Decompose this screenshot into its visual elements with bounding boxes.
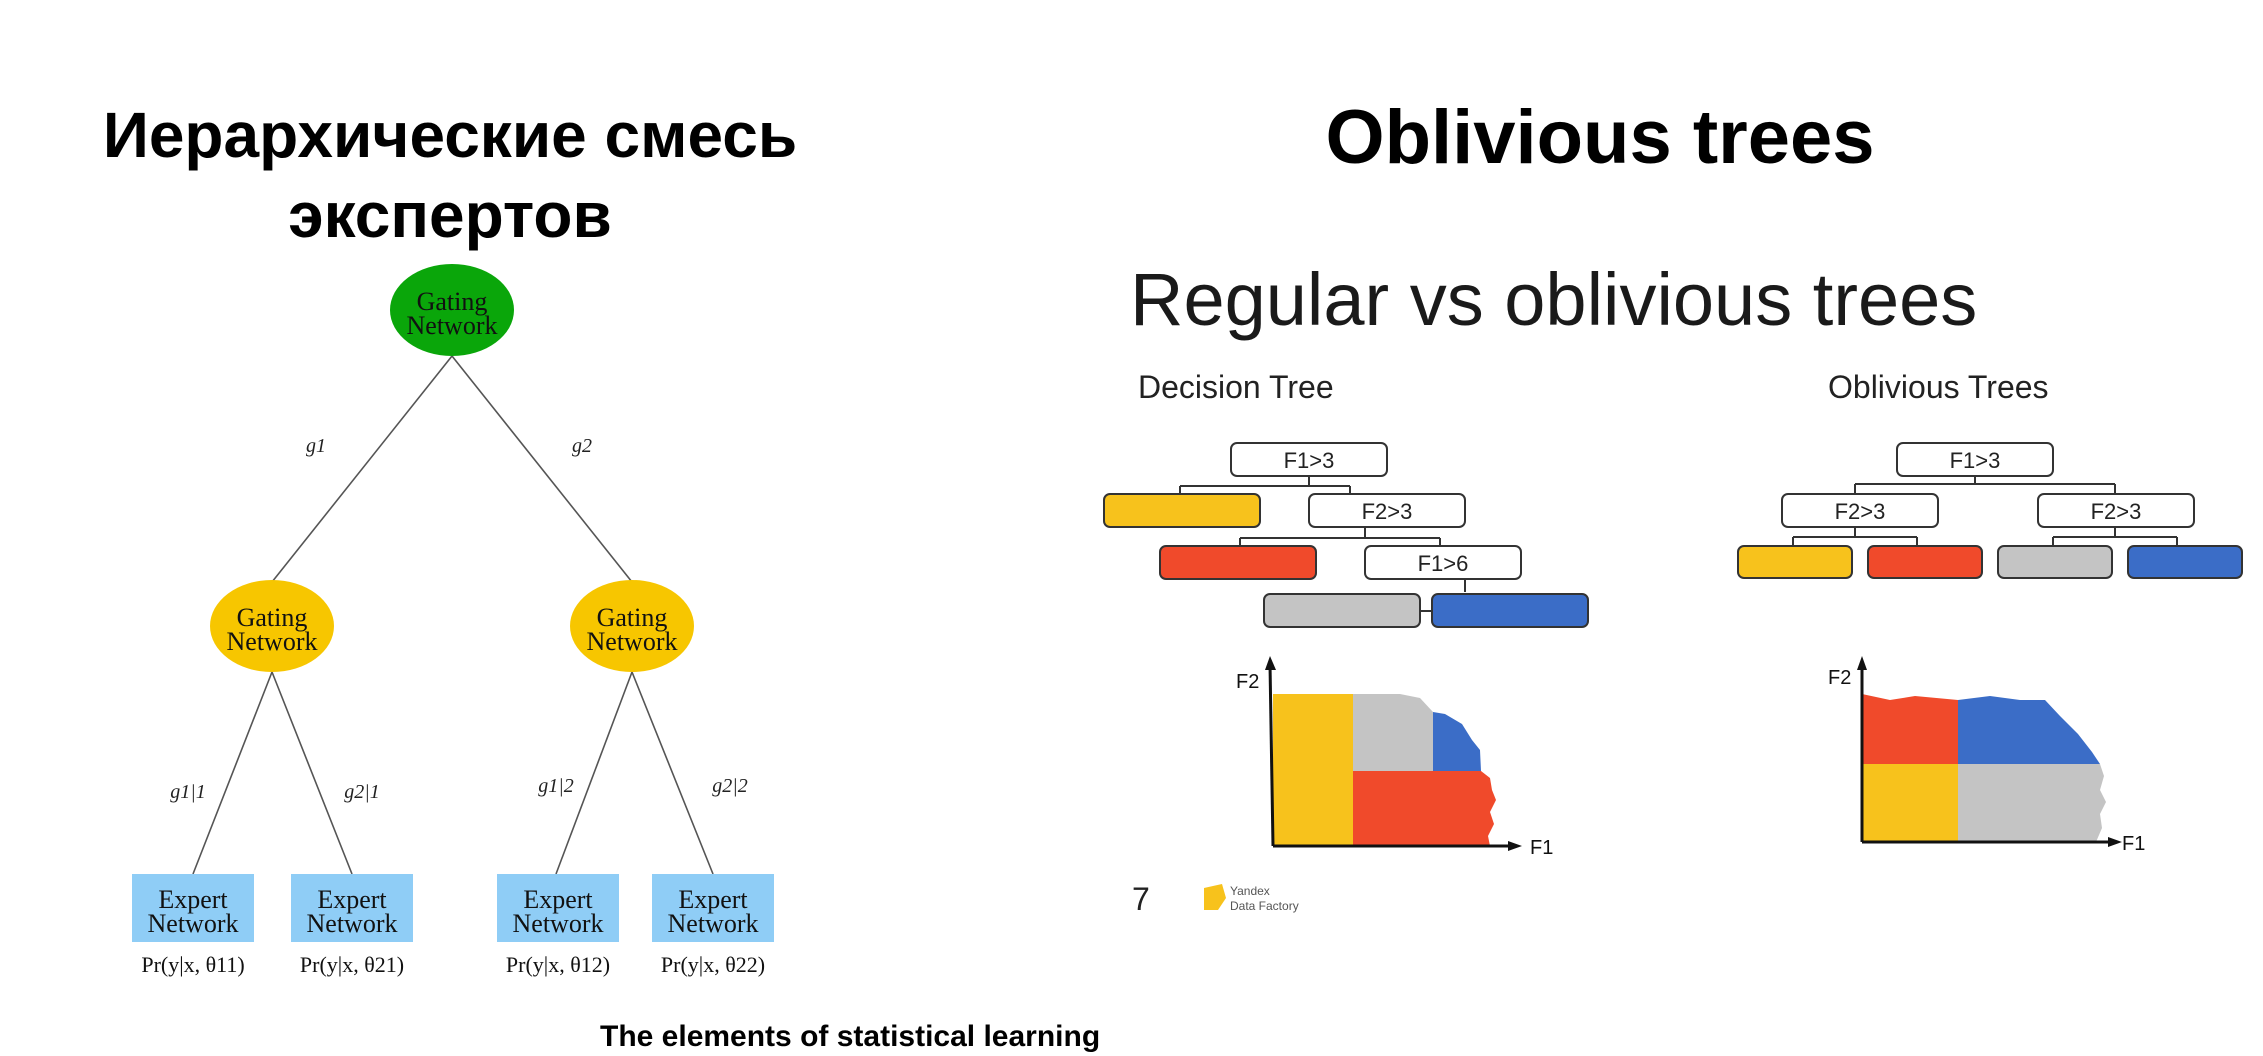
edge-label-g1: g1 bbox=[306, 435, 326, 457]
edge-gate1-expert1 bbox=[192, 671, 273, 875]
ot-leaf-blue bbox=[2127, 545, 2243, 579]
gating-node-1 bbox=[210, 580, 334, 672]
ot-node-f1-3-label: F1>3 bbox=[1950, 448, 2001, 473]
gating-node-2-line1: Gating bbox=[597, 603, 668, 632]
expert-2-line1: Expert bbox=[317, 885, 387, 914]
gating-node-1-line2: Network bbox=[227, 627, 318, 656]
yandex-data-factory-logo: Yandex Data Factory bbox=[1204, 884, 1299, 913]
dt-leaf-gray bbox=[1263, 593, 1421, 628]
oblivious-slide: Regular vs oblivious trees Decision Tree… bbox=[1103, 258, 2243, 917]
ot-axis-x-arrow bbox=[2108, 837, 2122, 847]
source-caption: The elements of statistical learning bbox=[600, 1020, 1101, 1053]
logo-line2: Data Factory bbox=[1230, 899, 1299, 913]
expert-4-line1: Expert bbox=[678, 885, 748, 914]
dt-axis-y-label: F2 bbox=[1236, 671, 1259, 693]
dt-axis-y bbox=[1268, 663, 1275, 847]
ot-axis-x-label: F1 bbox=[2122, 833, 2145, 855]
ot-leaf-gray bbox=[1997, 545, 2113, 579]
edge-gate1-expert2 bbox=[271, 671, 353, 875]
hme-title: Иерархические смесь экспертов bbox=[60, 95, 840, 255]
ot-node-f2-3-left-label: F2>3 bbox=[1835, 499, 1886, 524]
edge-label-g2-2: g2|2 bbox=[712, 775, 748, 797]
oblivious-title: Oblivious trees bbox=[1325, 95, 1875, 180]
expert-3-line1: Expert bbox=[523, 885, 593, 914]
ot-node-f1-3 bbox=[1896, 442, 2054, 477]
slide-title: Regular vs oblivious trees bbox=[1130, 258, 1977, 341]
dt-node-f1-3-label: F1>3 bbox=[1284, 448, 1335, 473]
gating-node-2 bbox=[570, 580, 694, 672]
expert-box-2 bbox=[291, 874, 413, 942]
edge-label-g1-1: g1|1 bbox=[170, 781, 206, 803]
expert-network-3: Expert Network Pr(y|x, θ12) bbox=[497, 874, 619, 977]
ot-node-f2-3-left bbox=[1781, 493, 1939, 528]
slide-page-number: 7 bbox=[1132, 881, 1150, 917]
hme-title-line2: экспертов bbox=[288, 179, 612, 251]
expert-network-2: Expert Network Pr(y|x, θ21) bbox=[291, 874, 413, 977]
expert-3-prob: Pr(y|x, θ12) bbox=[506, 952, 610, 977]
hme-edges bbox=[192, 355, 714, 875]
dt-node-f1-6-label: F1>6 bbox=[1418, 551, 1469, 576]
dt-region-gray bbox=[1353, 694, 1433, 771]
root-gating-line1: Gating bbox=[417, 287, 488, 316]
dt-leaf-red bbox=[1159, 545, 1317, 580]
dt-leaf-blue bbox=[1431, 593, 1589, 628]
expert-3-line2: Network bbox=[513, 909, 604, 938]
logo-line1: Yandex bbox=[1230, 884, 1270, 898]
dt-node-f1-3 bbox=[1230, 442, 1388, 477]
dt-region-red bbox=[1353, 771, 1496, 846]
ot-region-blue bbox=[1958, 696, 2100, 764]
edge-label-g1-2: g1|2 bbox=[538, 775, 574, 797]
ot-region-red bbox=[1862, 694, 1958, 764]
logo-mark bbox=[1204, 884, 1226, 910]
expert-2-line2: Network bbox=[307, 909, 398, 938]
hme-diagram: Gating Network Gating Network Gating Net… bbox=[132, 264, 774, 977]
edge-gate2-expert3 bbox=[555, 671, 633, 875]
edge-root-gate2 bbox=[451, 355, 633, 583]
ot-axis-y-label: F2 bbox=[1828, 667, 1851, 689]
dt-node-f2-3-label: F2>3 bbox=[1362, 499, 1413, 524]
expert-4-prob: Pr(y|x, θ22) bbox=[661, 952, 765, 977]
decision-tree-label: Decision Tree bbox=[1138, 369, 1334, 405]
hme-title-line1: Иерархические смесь bbox=[102, 99, 798, 171]
ot-node-f2-3-right-label: F2>3 bbox=[2091, 499, 2142, 524]
dt-axis-x-arrow bbox=[1508, 841, 1522, 851]
ot-axis-y-arrow bbox=[1857, 656, 1867, 670]
dt-node-f2-3 bbox=[1308, 493, 1466, 528]
dt-leaf-yellow bbox=[1103, 493, 1261, 528]
decision-tree-connectors bbox=[1179, 476, 1466, 612]
expert-1-prob: Pr(y|x, θ11) bbox=[141, 952, 244, 977]
gating-node-1-line1: Gating bbox=[237, 603, 308, 632]
ot-region-yellow bbox=[1862, 764, 1958, 842]
expert-1-line1: Expert bbox=[158, 885, 228, 914]
dt-node-f1-6 bbox=[1364, 545, 1522, 580]
ot-region-gray bbox=[1958, 764, 2106, 842]
expert-4-line2: Network bbox=[668, 909, 759, 938]
edge-gate2-expert4 bbox=[631, 671, 714, 875]
ot-leaf-red bbox=[1867, 545, 1983, 579]
oblivious-trees-label: Oblivious Trees bbox=[1828, 369, 2049, 405]
edge-label-g2: g2 bbox=[572, 435, 592, 457]
expert-box-3 bbox=[497, 874, 619, 942]
ot-leaf-yellow bbox=[1737, 545, 1853, 579]
decision-tree-plot: F2 F1 bbox=[1236, 656, 1553, 859]
dt-axis-y-arrow bbox=[1265, 656, 1276, 670]
expert-box-1 bbox=[132, 874, 254, 942]
expert-1-line2: Network bbox=[148, 909, 239, 938]
dt-axis-x-label: F1 bbox=[1530, 837, 1553, 859]
expert-network-1: Expert Network Pr(y|x, θ11) bbox=[132, 874, 254, 977]
ot-node-f2-3-right bbox=[2037, 493, 2195, 528]
oblivious-tree-plot: F2 F1 bbox=[1828, 656, 2145, 855]
dt-region-yellow bbox=[1273, 694, 1353, 846]
gating-node-2-line2: Network bbox=[587, 627, 678, 656]
dt-region-blue bbox=[1433, 712, 1481, 771]
edge-label-g2-1: g2|1 bbox=[344, 781, 380, 803]
expert-2-prob: Pr(y|x, θ21) bbox=[300, 952, 404, 977]
oblivious-tree-connectors bbox=[1792, 476, 2178, 546]
edge-root-gate1 bbox=[271, 355, 453, 583]
expert-box-4 bbox=[652, 874, 774, 942]
root-gating-node bbox=[390, 264, 514, 356]
root-gating-line2: Network bbox=[407, 311, 498, 340]
expert-network-4: Expert Network Pr(y|x, θ22) bbox=[652, 874, 774, 977]
